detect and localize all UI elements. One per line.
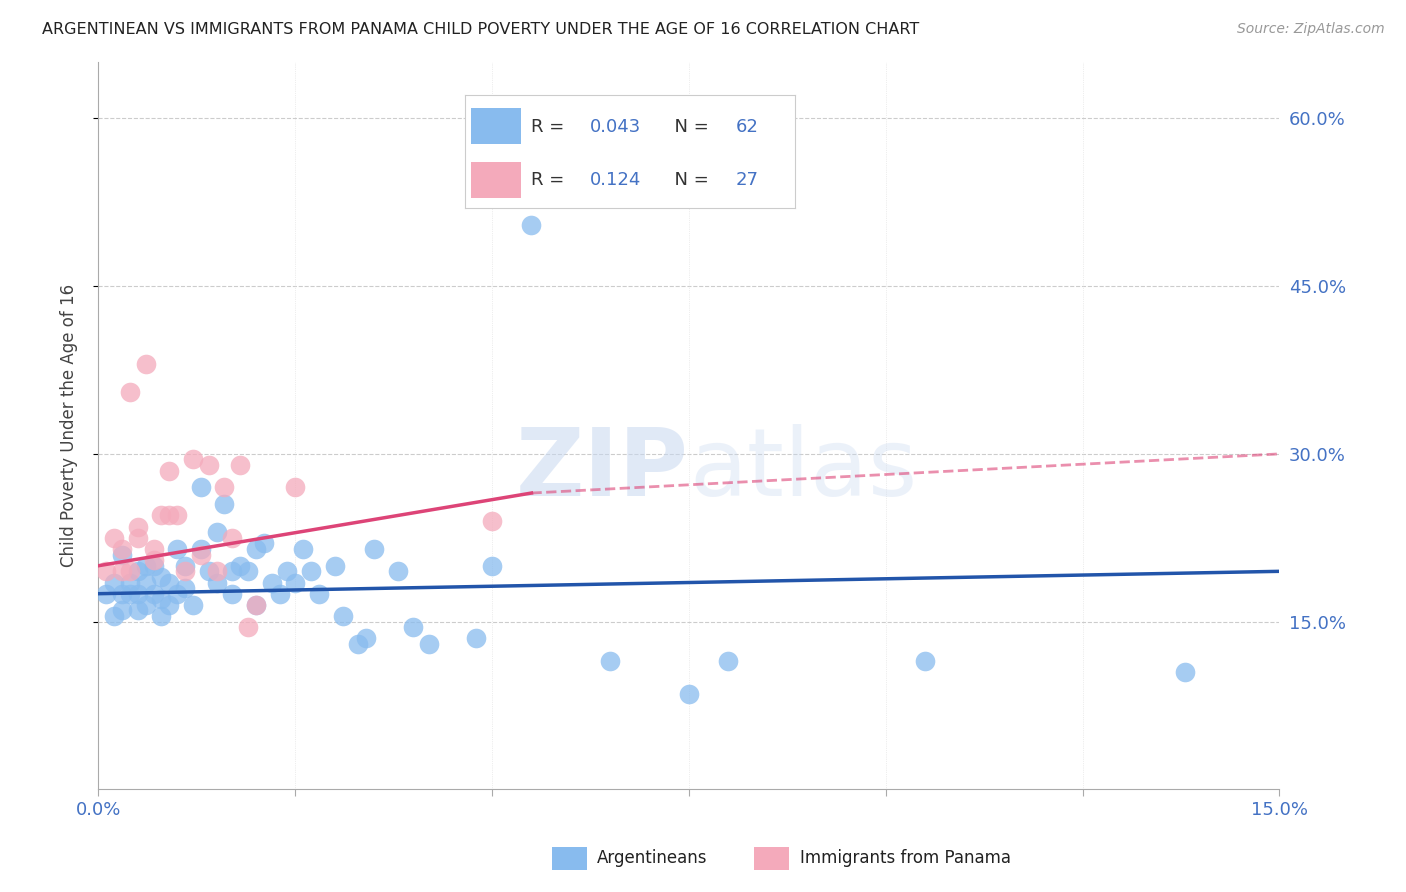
Point bbox=[347, 637, 370, 651]
Point bbox=[111, 565, 134, 579]
Point bbox=[135, 358, 157, 372]
Text: ARGENTINEAN VS IMMIGRANTS FROM PANAMA CHILD POVERTY UNDER THE AGE OF 16 CORRELAT: ARGENTINEAN VS IMMIGRANTS FROM PANAMA CH… bbox=[42, 22, 920, 37]
Point bbox=[481, 514, 503, 528]
Point bbox=[253, 536, 276, 550]
Point bbox=[387, 565, 409, 579]
Point bbox=[181, 598, 204, 612]
Point bbox=[914, 654, 936, 668]
Point bbox=[127, 531, 149, 545]
Point bbox=[190, 541, 212, 556]
Point bbox=[678, 687, 700, 701]
Point bbox=[166, 541, 188, 556]
Point bbox=[96, 587, 118, 601]
Text: Argentineans: Argentineans bbox=[596, 849, 707, 868]
Point bbox=[520, 218, 543, 232]
Point bbox=[127, 603, 149, 617]
Point bbox=[332, 609, 354, 624]
Point bbox=[181, 452, 204, 467]
Point bbox=[1174, 665, 1197, 679]
Point bbox=[221, 587, 243, 601]
Point bbox=[127, 587, 149, 601]
Point bbox=[260, 575, 283, 590]
Point bbox=[142, 558, 165, 573]
Point bbox=[111, 548, 134, 562]
Point bbox=[197, 458, 219, 472]
Point bbox=[127, 519, 149, 533]
Point bbox=[221, 531, 243, 545]
Point bbox=[292, 541, 315, 556]
Point bbox=[127, 565, 149, 579]
Text: atlas: atlas bbox=[689, 424, 917, 516]
Point bbox=[150, 592, 173, 607]
Point bbox=[236, 565, 259, 579]
Point bbox=[118, 385, 141, 400]
Point bbox=[363, 541, 385, 556]
Point bbox=[118, 565, 141, 579]
Point bbox=[118, 575, 141, 590]
Point bbox=[111, 603, 134, 617]
Point bbox=[174, 565, 197, 579]
Point bbox=[157, 508, 180, 523]
Point bbox=[323, 558, 346, 573]
Point bbox=[205, 565, 228, 579]
Point bbox=[354, 632, 377, 646]
Point bbox=[118, 587, 141, 601]
Point bbox=[96, 565, 118, 579]
Point bbox=[190, 548, 212, 562]
Point bbox=[142, 553, 165, 567]
Point bbox=[418, 637, 440, 651]
Point bbox=[214, 497, 236, 511]
Point bbox=[221, 565, 243, 579]
Point bbox=[402, 620, 425, 634]
Point bbox=[142, 587, 165, 601]
FancyBboxPatch shape bbox=[754, 847, 789, 870]
Point bbox=[157, 464, 180, 478]
Text: Source: ZipAtlas.com: Source: ZipAtlas.com bbox=[1237, 22, 1385, 37]
Point bbox=[150, 609, 173, 624]
Point bbox=[284, 480, 307, 494]
Text: Immigrants from Panama: Immigrants from Panama bbox=[800, 849, 1011, 868]
Point bbox=[269, 587, 291, 601]
Point bbox=[284, 575, 307, 590]
Point bbox=[103, 609, 125, 624]
Point bbox=[229, 558, 252, 573]
Point bbox=[229, 458, 252, 472]
Point bbox=[717, 654, 740, 668]
Point bbox=[465, 632, 488, 646]
Point bbox=[245, 598, 267, 612]
Point bbox=[142, 541, 165, 556]
Point bbox=[276, 565, 298, 579]
Point bbox=[135, 575, 157, 590]
Point bbox=[197, 565, 219, 579]
Point bbox=[245, 541, 267, 556]
Point bbox=[111, 541, 134, 556]
Point bbox=[205, 575, 228, 590]
Point bbox=[103, 531, 125, 545]
Point bbox=[103, 575, 125, 590]
FancyBboxPatch shape bbox=[553, 847, 588, 870]
Point bbox=[166, 508, 188, 523]
Point bbox=[236, 620, 259, 634]
Point bbox=[111, 587, 134, 601]
Point bbox=[174, 581, 197, 595]
Point bbox=[299, 565, 322, 579]
Point bbox=[157, 575, 180, 590]
Point bbox=[245, 598, 267, 612]
Point bbox=[150, 508, 173, 523]
Point bbox=[135, 558, 157, 573]
Point bbox=[599, 654, 621, 668]
Point bbox=[157, 598, 180, 612]
Point bbox=[135, 598, 157, 612]
Point bbox=[190, 480, 212, 494]
Text: ZIP: ZIP bbox=[516, 424, 689, 516]
Point bbox=[481, 558, 503, 573]
Point bbox=[166, 587, 188, 601]
Point bbox=[308, 587, 330, 601]
Point bbox=[214, 480, 236, 494]
Point bbox=[150, 570, 173, 584]
Point bbox=[205, 525, 228, 540]
Point bbox=[174, 558, 197, 573]
Y-axis label: Child Poverty Under the Age of 16: Child Poverty Under the Age of 16 bbox=[59, 285, 77, 567]
